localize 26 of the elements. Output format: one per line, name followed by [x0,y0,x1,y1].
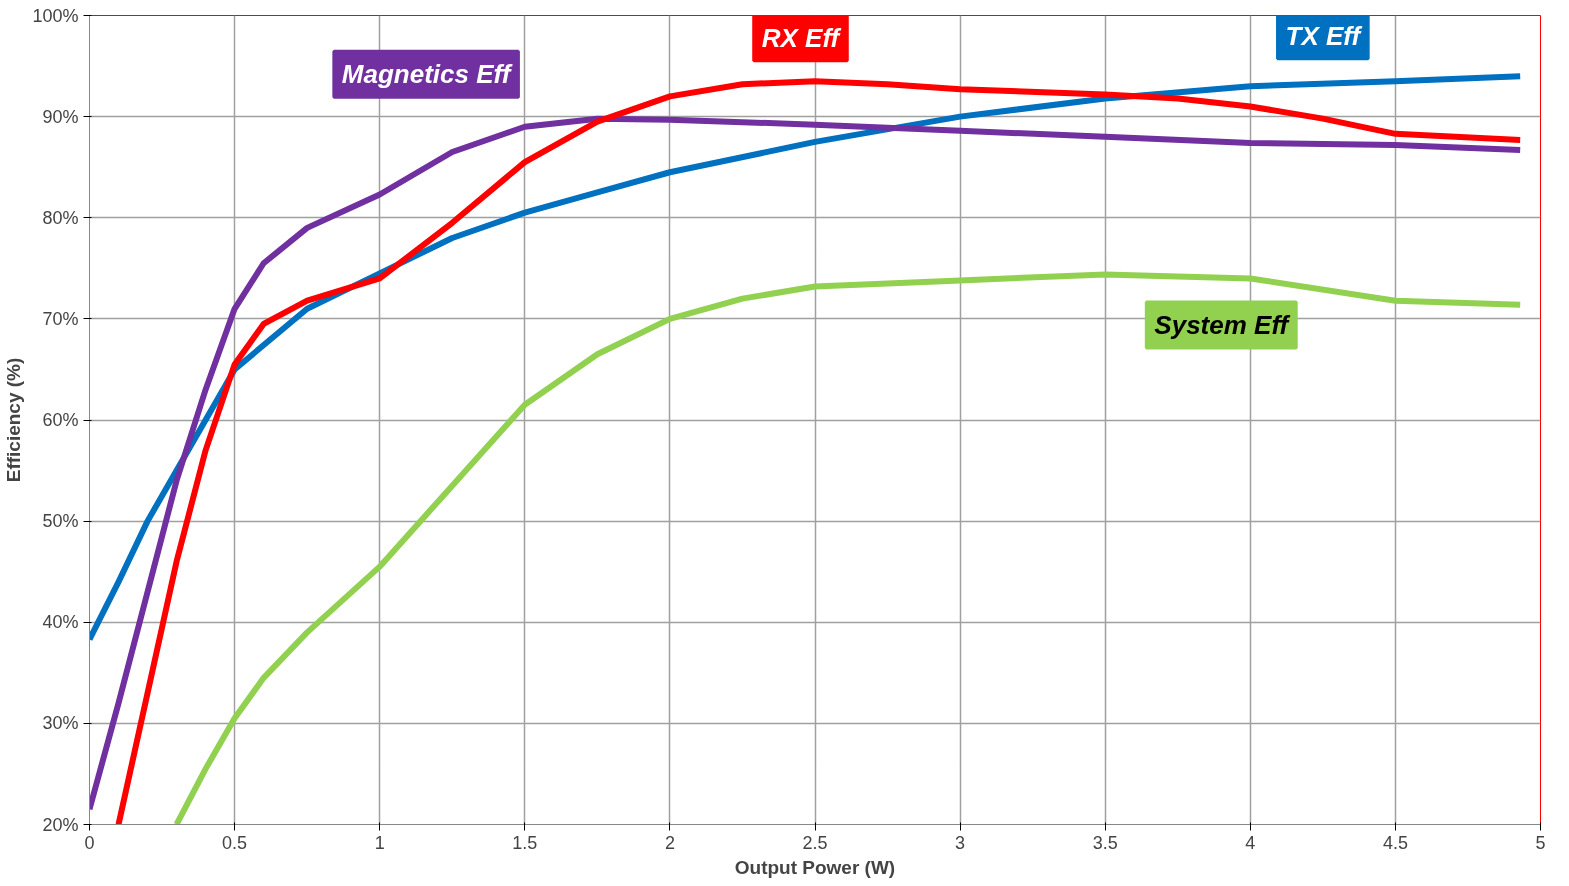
y-axis-title: Efficiency (%) [3,357,25,483]
series-label: RX Eff [761,22,842,53]
x-tick-label: 3.5 [1092,832,1118,853]
y-tick-label: 20% [42,814,79,835]
y-tick-label: 80% [42,207,79,228]
series-label: TX Eff [1285,20,1363,51]
x-tick-label: 1.5 [512,832,538,853]
x-tick-label: 5 [1535,832,1546,853]
y-tick-label: 40% [42,612,79,633]
x-tick-label: 2.5 [802,832,828,853]
x-tick-label: 2 [664,832,675,853]
series-label: Magnetics Eff [341,59,513,90]
x-axis-title: Output Power (W) [734,856,896,878]
y-tick-label: 100% [32,5,79,26]
x-tick-label: 0.5 [222,832,248,853]
x-tick-label: 4 [1245,832,1256,853]
y-tick-label: 50% [42,511,79,532]
x-tick-label: 3 [955,832,966,853]
x-tick-label: 1 [374,832,385,853]
y-tick-label: 90% [42,106,79,127]
y-tick-label: 70% [42,308,79,329]
y-tick-label: 30% [42,713,79,734]
x-tick-label: 4.5 [1382,832,1408,853]
y-tick-label: 60% [42,410,79,430]
x-tick-label: 0 [84,832,95,853]
series-label: System Eff [1154,309,1291,340]
